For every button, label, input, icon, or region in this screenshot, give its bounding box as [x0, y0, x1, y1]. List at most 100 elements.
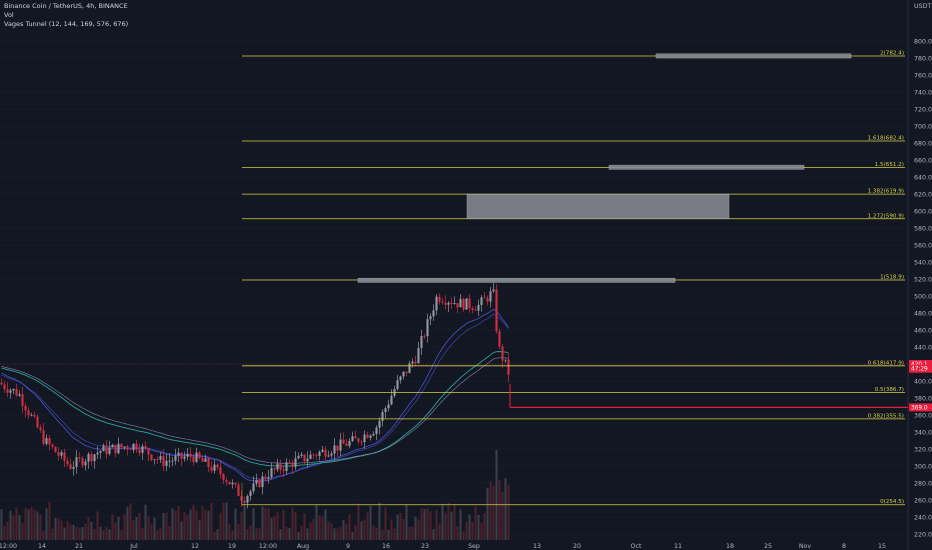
candle-body: [366, 434, 369, 438]
volume-bar: [267, 507, 270, 540]
candle-body: [483, 297, 486, 299]
volume-bar: [405, 504, 408, 540]
volume-bar: [186, 514, 189, 540]
price-tick-label: 580.0: [914, 225, 932, 232]
candle-body: [279, 463, 282, 470]
candle-body: [174, 455, 177, 461]
candle-body: [321, 449, 324, 452]
indicator-label[interactable]: Vages Tunnel (12, 144, 169, 576, 676): [4, 20, 129, 28]
volume-bar: [270, 517, 273, 540]
fib-level-label: 0.382(355.5): [868, 413, 904, 419]
volume-bar: [477, 514, 480, 540]
price-tag-text: 47:29: [911, 367, 928, 373]
candle-body: [267, 477, 270, 479]
candle-body: [333, 445, 336, 454]
volume-label[interactable]: Vol: [4, 11, 14, 19]
candle-body: [354, 436, 357, 439]
volume-bar: [282, 510, 285, 540]
volume-bar: [348, 514, 351, 540]
price-tick-label: 480.0: [914, 310, 932, 317]
candle-body: [306, 458, 309, 462]
candle-body: [492, 289, 495, 292]
volume-bar: [387, 529, 390, 540]
candle-body: [468, 298, 471, 309]
candle-body: [270, 468, 273, 478]
candle-body: [246, 495, 249, 503]
volume-bar: [450, 511, 453, 540]
candle-body: [141, 446, 144, 453]
volume-bars: [0, 450, 510, 540]
volume-bar: [480, 523, 483, 540]
candle-body: [249, 491, 252, 496]
time-tick-label: Jul: [129, 543, 138, 550]
price-tick-label: 400.0: [914, 378, 932, 385]
volume-bar: [414, 516, 417, 540]
candle-body: [213, 464, 216, 471]
candle-body: [453, 303, 456, 304]
volume-bar: [483, 512, 486, 540]
candle-body: [114, 444, 117, 454]
volume-bar: [297, 531, 300, 540]
volume-bar: [207, 510, 210, 540]
volume-bar: [156, 530, 159, 540]
candle-body: [498, 331, 501, 347]
candle-body: [444, 302, 447, 305]
volume-bar: [354, 525, 357, 540]
volume-bar: [342, 520, 345, 540]
candle-body: [423, 336, 426, 337]
price-tick-label: 620.0: [914, 191, 932, 198]
candle-body: [36, 416, 39, 428]
volume-bar: [63, 527, 66, 540]
volume-bar: [99, 526, 102, 540]
candle-body: [297, 455, 300, 459]
volume-bar: [462, 531, 465, 540]
volume-bar: [42, 530, 45, 540]
candle-body: [198, 452, 201, 459]
candle-body: [264, 476, 267, 479]
candle-body: [342, 439, 345, 444]
volume-bar: [498, 480, 501, 540]
support-line[interactable]: [0, 363, 908, 408]
time-tick-label: 13: [533, 543, 541, 550]
target-zone-rect: [655, 53, 852, 59]
candle-body: [228, 481, 231, 485]
candle-body: [411, 361, 414, 364]
candlesticks: [0, 282, 510, 509]
candle-body: [237, 484, 240, 497]
volume-bar: [33, 509, 36, 540]
volume-bar: [294, 511, 297, 540]
symbol-title[interactable]: Binance Coin / TetherUS, 4h, BINANCE: [4, 2, 128, 10]
candle-body: [33, 414, 36, 417]
candle-body: [477, 304, 480, 311]
candle-body: [108, 447, 111, 454]
target-zones[interactable]: [357, 53, 852, 283]
volume-bar: [138, 513, 141, 540]
time-axis[interactable]: 12:00 14 21 Jul 12 19 12:00 Aug 9 16 23 Sep 13 20 Oct 1…: [0, 543, 886, 550]
ema-676-line: [1, 357, 509, 464]
candle-body: [432, 310, 435, 317]
candle-body: [441, 301, 444, 303]
candle-body: [27, 410, 30, 416]
price-tick-label: 320.0: [914, 446, 932, 453]
price-tick-label: 800.0: [914, 38, 932, 45]
volume-bar: [393, 528, 396, 540]
volume-bar: [123, 513, 126, 540]
price-axis[interactable]: 220.0 240.0 260.0 280.0 300.0 320.0 340.0 360.0…: [914, 3, 932, 538]
volume-bar: [111, 514, 114, 540]
price-tick-label: 340.0: [914, 429, 932, 436]
volume-bar: [171, 508, 174, 540]
volume-bar: [72, 524, 75, 540]
candle-body: [195, 452, 198, 462]
volume-bar: [276, 511, 279, 540]
time-tick-label: 14: [38, 543, 46, 550]
volume-bar: [75, 527, 78, 540]
candle-body: [351, 436, 354, 441]
candle-body: [72, 466, 75, 469]
volume-bar: [456, 526, 459, 540]
price-tick-label: 640.0: [914, 174, 932, 181]
volume-bar: [144, 504, 147, 540]
candle-body: [474, 309, 477, 311]
volume-bar: [426, 508, 429, 540]
